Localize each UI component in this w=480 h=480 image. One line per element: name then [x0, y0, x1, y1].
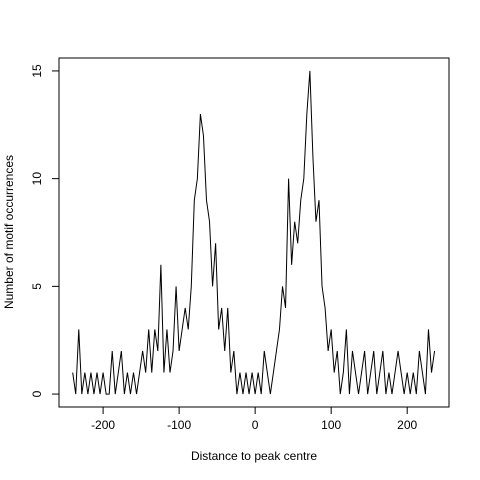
x-tick-label: -100 — [167, 418, 191, 432]
y-axis-label: Number of motif occurrences — [2, 155, 16, 309]
x-tick-label: 100 — [321, 418, 341, 432]
y-tick-label: 15 — [30, 64, 44, 78]
x-tick-label: 0 — [252, 418, 259, 432]
data-line — [72, 70, 436, 395]
plot-frame — [58, 57, 450, 408]
x-tick-label: -200 — [91, 418, 115, 432]
x-tick-label: 200 — [397, 418, 417, 432]
y-tick-label: 10 — [30, 172, 44, 186]
y-tick-label: 5 — [30, 283, 44, 290]
y-tick-label: 0 — [30, 390, 44, 397]
x-axis-label: Distance to peak centre — [191, 449, 317, 463]
